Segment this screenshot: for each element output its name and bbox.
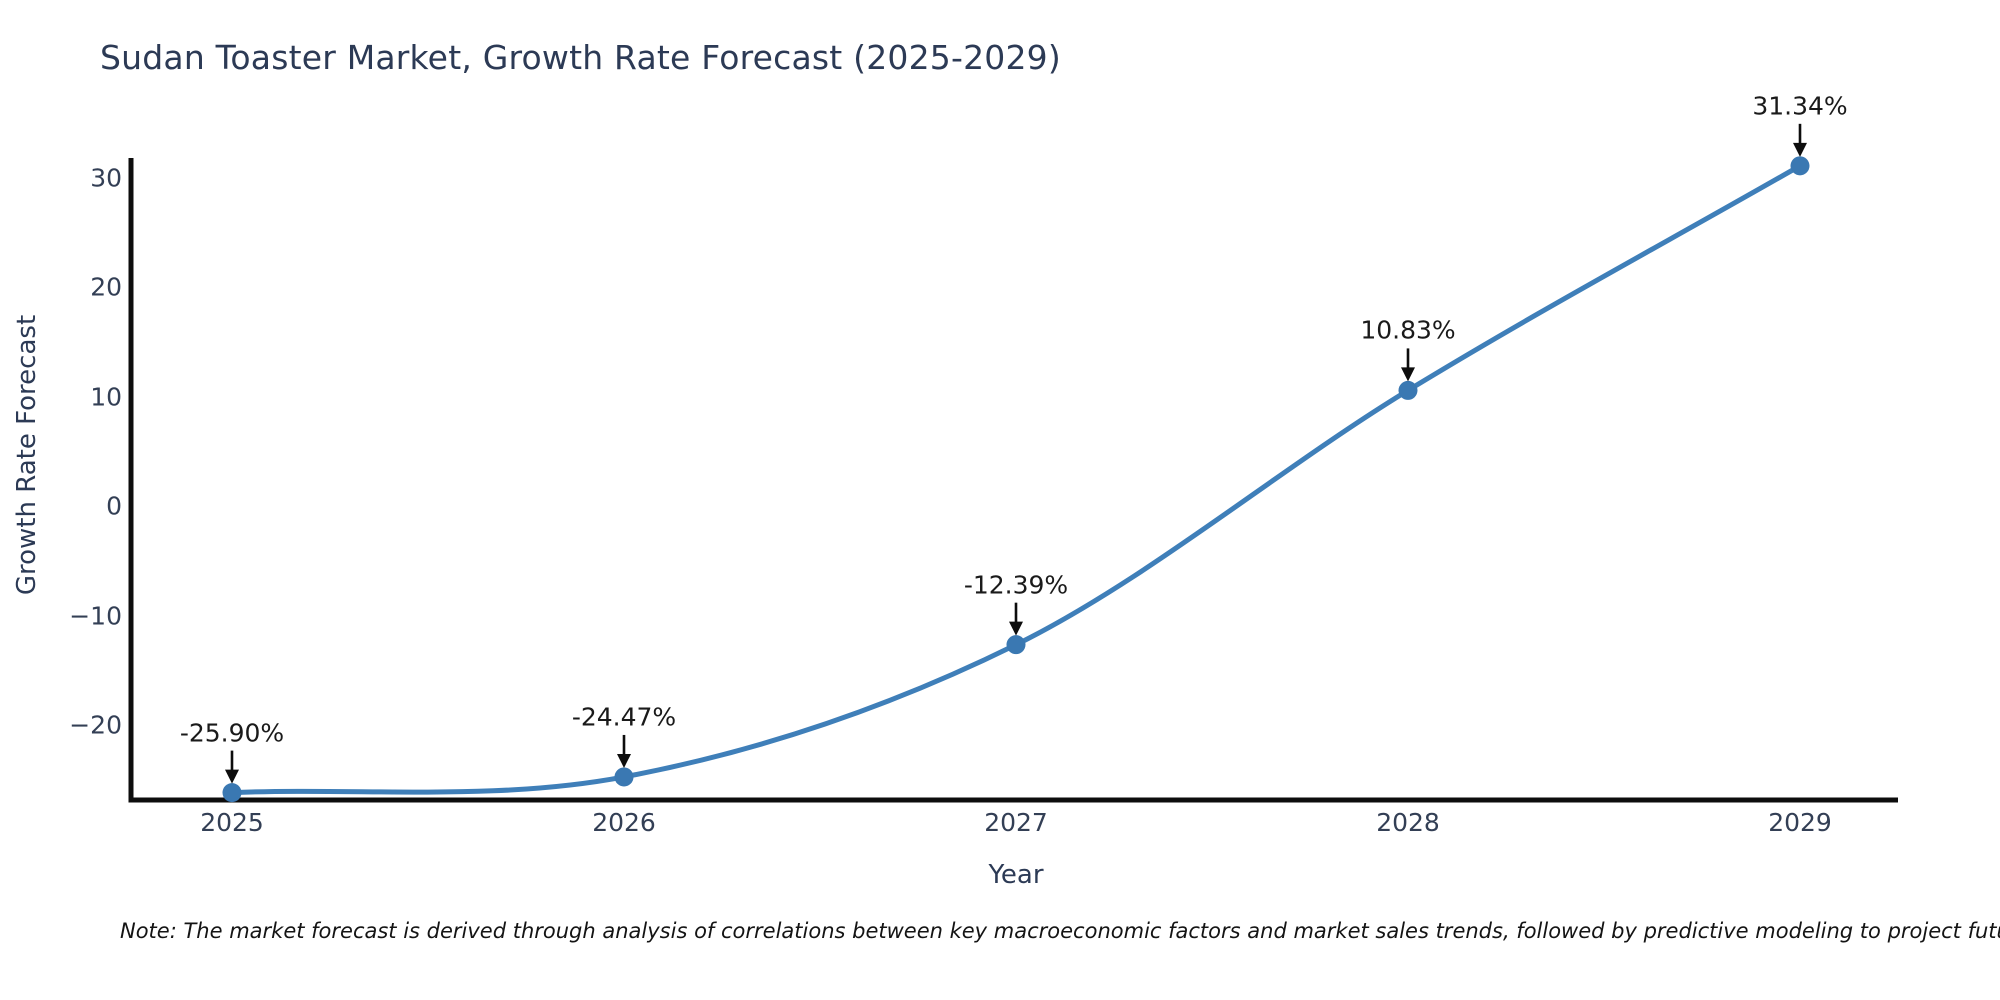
y-tick-label: −10 <box>69 601 122 630</box>
data-point-marker <box>222 783 242 803</box>
data-point-marker <box>1398 380 1418 400</box>
point-annotation: 10.83% <box>1360 315 1456 345</box>
point-annotation: 31.34% <box>1752 91 1848 121</box>
x-tick-label: 2028 <box>1376 808 1440 837</box>
data-point-marker <box>1790 156 1810 176</box>
x-tick-label: 2029 <box>1768 808 1832 837</box>
x-tick-label: 2026 <box>592 808 656 837</box>
x-axis-title: Year <box>988 860 1044 890</box>
x-tick-label: 2025 <box>200 808 264 837</box>
annotation-arrowhead <box>1793 142 1807 157</box>
y-tick-label: −20 <box>69 710 122 740</box>
footnote: Note: The market forecast is derived thr… <box>120 919 2000 943</box>
annotation-arrowhead <box>225 769 239 784</box>
y-tick-label: 30 <box>90 163 122 192</box>
point-annotation: -12.39% <box>963 570 1069 600</box>
point-annotation: -25.90% <box>179 718 285 748</box>
data-point-marker <box>614 767 634 787</box>
y-tick-label: 20 <box>90 272 122 302</box>
annotation-arrowhead <box>617 753 631 768</box>
point-annotation: -24.47% <box>571 702 677 732</box>
y-tick-label: 10 <box>90 382 122 411</box>
x-tick-label: 2027 <box>984 808 1048 837</box>
annotation-arrowhead <box>1009 621 1023 636</box>
data-point-marker <box>1006 635 1026 655</box>
chart-title: Sudan Toaster Market, Growth Rate Foreca… <box>100 38 1061 77</box>
y-tick-label: 0 <box>106 491 122 521</box>
line-series <box>229 163 1803 796</box>
annotation-arrowhead <box>1401 367 1415 382</box>
